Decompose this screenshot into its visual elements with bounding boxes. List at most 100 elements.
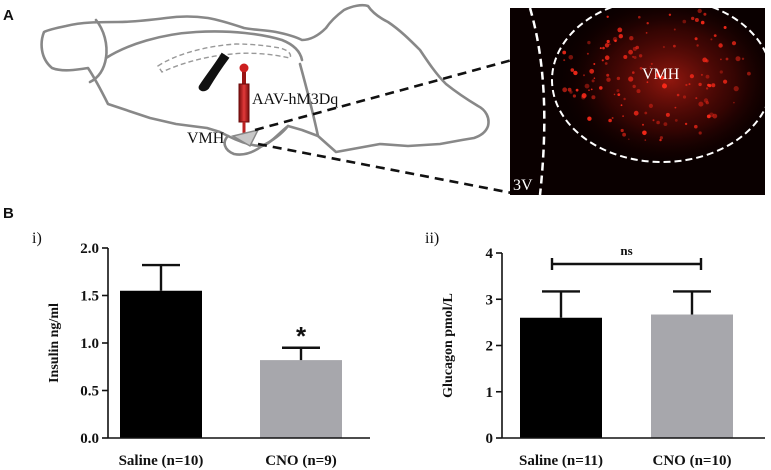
fluorescent-cells	[562, 8, 751, 142]
y-tick-label: 2.0	[80, 241, 99, 257]
brain-outline	[40, 3, 490, 154]
fluorescent-cell	[650, 62, 653, 65]
fluorescent-cell	[606, 73, 610, 77]
fluorescent-cell	[629, 36, 634, 41]
fluorescent-cell	[616, 76, 621, 81]
fluorescent-cell	[632, 84, 636, 89]
fluorescent-cell	[591, 79, 595, 83]
category-label-1: CNO (n=9)	[265, 453, 336, 469]
fluorescent-cell	[723, 26, 727, 29]
fluorescent-cell	[663, 82, 665, 85]
vmh-label: VMH	[187, 130, 225, 147]
fluorescent-cell	[685, 83, 688, 87]
fluorescent-cell	[719, 70, 723, 74]
fluorescent-cell	[659, 138, 662, 142]
fluorescent-cell	[622, 115, 624, 117]
fluorescent-cell	[733, 101, 735, 104]
micrograph-vmh-label: VMH	[642, 66, 680, 83]
micrograph: VMH 3V	[510, 8, 765, 195]
fluorescent-cell	[642, 130, 647, 136]
fluorescent-cell	[644, 111, 648, 115]
fluorescent-cell	[618, 34, 623, 39]
fluorescent-cell	[646, 81, 649, 84]
bar-1	[651, 314, 733, 438]
fluorescent-cell	[606, 39, 610, 44]
vmh-target-marker	[231, 128, 260, 148]
y-tick-label: 4	[486, 246, 494, 262]
fluorescent-cell	[569, 90, 573, 94]
fluorescent-cell	[649, 66, 652, 68]
fluorescent-cell	[628, 138, 630, 140]
fluorescent-cell	[572, 94, 577, 98]
fluorescent-cell	[733, 86, 739, 92]
fluorescent-cell	[606, 15, 609, 18]
fluorescent-cell	[638, 54, 643, 58]
bar-0	[520, 317, 602, 438]
fluorescent-cell	[652, 119, 655, 122]
fluorescent-cell	[632, 46, 637, 51]
fluorescent-cell	[662, 45, 666, 49]
category-label-0: Saline (n=11)	[519, 453, 603, 469]
fluorescent-cell	[694, 37, 698, 41]
fluorescent-cell	[613, 93, 616, 96]
y-tick-label: 2	[486, 339, 494, 355]
fluorescent-cell	[682, 19, 687, 24]
fluorescent-cell	[697, 8, 702, 14]
bar-1	[260, 360, 342, 438]
corpus-callosum-mark	[198, 52, 230, 92]
fluorescent-cell	[581, 93, 587, 99]
fluorescent-cell	[633, 110, 639, 116]
fluorescent-cell	[700, 20, 705, 25]
fluorescent-cell	[682, 95, 687, 99]
fluorescent-cell	[673, 44, 676, 48]
fluorescent-cell	[632, 55, 635, 58]
fluorescent-cell	[735, 56, 741, 62]
fluorescent-cell	[587, 40, 591, 45]
fluorescent-cell	[590, 88, 593, 91]
fluorescent-cell	[612, 36, 618, 42]
y-tick-label: 0.0	[80, 431, 99, 447]
fluorescent-cell	[656, 120, 660, 125]
fluorescent-cell	[660, 75, 665, 80]
y-tick-label: 0.5	[80, 384, 99, 400]
glucagon-chart: Saline (n=11) CNO (n=10) 0 1 2 3 4 Glucagon pmo…	[441, 243, 765, 469]
fluorescent-cell	[611, 117, 614, 119]
fluorescent-cell	[665, 112, 670, 117]
fluorescent-cell	[703, 12, 707, 16]
fluorescent-cell	[587, 116, 592, 121]
fluorescent-cell	[628, 49, 633, 55]
fluorescent-cell	[710, 38, 713, 41]
fluorescent-cell	[589, 68, 595, 74]
y-tick-label: 3	[486, 292, 494, 308]
fluorescent-cell	[568, 55, 574, 60]
fluorescent-cell	[689, 74, 695, 79]
injection-probe-icon	[238, 63, 250, 134]
fluorescent-cell	[623, 55, 628, 59]
fluorescent-cell	[674, 106, 677, 109]
hypothalamus-outline	[223, 134, 264, 156]
fluorescent-cell	[705, 87, 709, 90]
bar-0	[120, 290, 202, 438]
fluorescent-cell	[599, 47, 602, 50]
fluorescent-cell	[606, 77, 611, 82]
fluorescent-cell	[638, 15, 641, 19]
fluorescent-cell	[635, 45, 639, 50]
fluorescent-cell	[663, 122, 668, 126]
fluorescent-cell	[648, 103, 654, 108]
fluorescent-cell	[570, 68, 575, 72]
brain-schematic: AAV-hM3Dq VMH	[40, 3, 490, 156]
fluorescent-cell	[698, 82, 702, 87]
fluorescent-cell	[705, 74, 710, 79]
fluorescent-cell	[668, 13, 672, 16]
panel-label-ii: ii)	[425, 230, 439, 247]
insulin-chart: Saline (n=10) CNO (n=9) 0.0 0.5 1.0 1.5 2.0 Ins…	[47, 241, 370, 469]
category-label-0: Saline (n=10)	[119, 453, 204, 469]
fluorescent-cell	[713, 34, 717, 37]
fluorescent-cell	[599, 86, 603, 90]
fluorescent-cell	[632, 71, 635, 74]
fluorescent-cell	[698, 101, 704, 107]
fluorescent-cell	[694, 18, 699, 22]
fluorescent-cell	[688, 83, 691, 86]
fluorescent-cell	[644, 139, 647, 141]
